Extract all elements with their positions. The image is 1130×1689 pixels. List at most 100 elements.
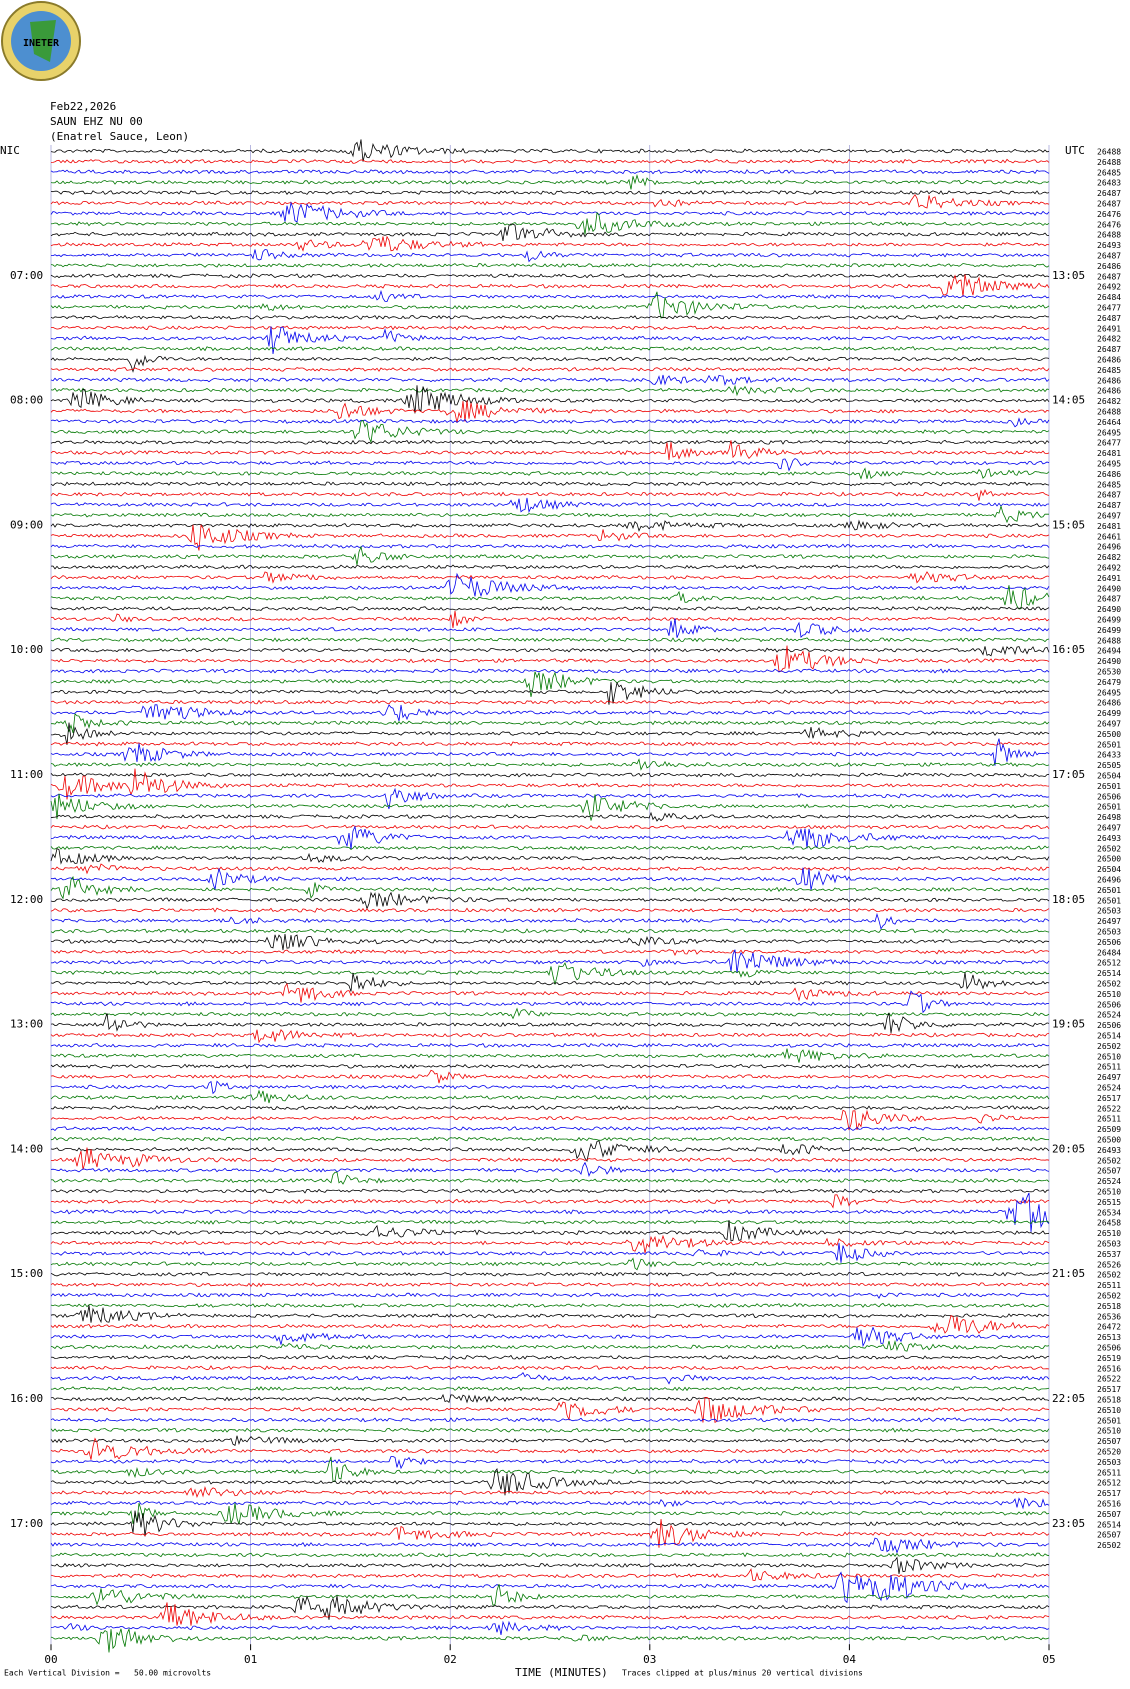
row-number: 26499: [1097, 626, 1121, 635]
right-time-label: 22:05: [1052, 1392, 1085, 1405]
trace: [50, 772, 1050, 778]
row-number: 26488: [1097, 408, 1121, 417]
row-number: 26485: [1097, 366, 1121, 375]
row-number: 26492: [1097, 564, 1121, 573]
row-number: 26518: [1097, 1396, 1121, 1405]
trace: [50, 699, 1050, 705]
trace: [50, 863, 1050, 875]
scale-note: Each Vertical Division = 50.00 microvolt…: [4, 1669, 211, 1678]
row-number: 26487: [1097, 314, 1121, 323]
trace: [50, 1519, 1050, 1548]
site: (Enatrel Sauce, Leon): [50, 130, 189, 143]
trace: [50, 190, 1050, 195]
trace: [50, 1435, 1050, 1447]
row-number: 26484: [1097, 293, 1121, 302]
trace: [50, 845, 1050, 851]
trace: [50, 193, 1050, 209]
row-number: 26504: [1097, 865, 1121, 874]
trace: [50, 1568, 1050, 1582]
trace: [50, 504, 1049, 524]
trace: [50, 867, 1050, 890]
left-time-label: 13:00: [10, 1018, 43, 1031]
trace: [50, 1136, 1050, 1142]
row-number: 26516: [1097, 1364, 1121, 1373]
trace: [50, 481, 1050, 487]
trace: [51, 249, 1050, 263]
trace: [50, 439, 1050, 445]
trace: [50, 523, 1050, 551]
trace: [50, 173, 1050, 190]
trace: [50, 235, 1050, 252]
x-tick-label: 02: [444, 1653, 457, 1666]
trace: [50, 1109, 1050, 1131]
trace: [50, 497, 1050, 514]
row-number: 26506: [1097, 938, 1121, 947]
row-number: 26492: [1097, 283, 1121, 292]
right-time-label: 15:05: [1052, 518, 1085, 531]
x-tick-label: 03: [643, 1653, 656, 1666]
trace: [50, 848, 1050, 865]
row-number: 26516: [1097, 1500, 1121, 1509]
row-number: 26502: [1097, 1271, 1121, 1280]
trace: [50, 738, 1050, 766]
trace: [50, 366, 1050, 372]
trace: [50, 1502, 1050, 1525]
trace: [50, 488, 1050, 501]
row-number: 26506: [1097, 792, 1121, 801]
row-number: 26503: [1097, 907, 1121, 916]
trace: [50, 1219, 1050, 1242]
trace: [50, 1556, 1050, 1574]
trace: [50, 326, 1050, 355]
trace: [50, 1029, 1050, 1044]
trace: [50, 1188, 1050, 1194]
trace: [50, 1042, 1050, 1048]
trace: [50, 928, 1050, 934]
clip-note: Traces clipped at plus/minus 20 vertical…: [622, 1669, 863, 1678]
row-number: 26479: [1097, 678, 1121, 687]
row-number: 26501: [1097, 740, 1121, 749]
trace: [50, 1552, 1050, 1558]
trace: [50, 891, 1050, 910]
trace: [50, 1089, 1050, 1104]
row-number: 26495: [1097, 460, 1121, 469]
row-number: 26476: [1097, 210, 1121, 219]
row-number: 26486: [1097, 356, 1121, 365]
row-number: 26510: [1097, 1052, 1121, 1061]
trace: [50, 645, 1050, 657]
trace: [50, 934, 1050, 951]
row-number: 26504: [1097, 772, 1121, 781]
row-number: 26524: [1097, 1177, 1121, 1186]
x-axis-title: TIME (MINUTES): [515, 1666, 608, 1679]
trace: [50, 440, 1050, 461]
date: Feb22,2026: [50, 100, 116, 113]
trace: [50, 1161, 1050, 1178]
row-number: 26505: [1097, 761, 1121, 770]
right-time-label: 18:05: [1052, 893, 1085, 906]
trace: [50, 1140, 1050, 1162]
left-time-label: 10:00: [10, 643, 43, 656]
trace: [50, 1080, 1050, 1095]
trace: [50, 211, 1050, 235]
trace: [50, 1242, 1050, 1263]
row-number: 26502: [1097, 1156, 1121, 1165]
trace: [50, 824, 1050, 830]
row-number: 26502: [1097, 1042, 1121, 1051]
trace: [50, 1595, 1050, 1620]
row-number: 26512: [1097, 1479, 1121, 1488]
trace: [50, 139, 1050, 162]
row-number: 26486: [1097, 470, 1121, 479]
trace: [50, 741, 1050, 747]
trace: [50, 876, 1050, 900]
trace: [50, 1456, 1050, 1483]
trace: [50, 400, 1050, 423]
row-number: 26526: [1097, 1260, 1121, 1269]
row-number: 26476: [1097, 220, 1121, 229]
row-number: 26537: [1097, 1250, 1121, 1259]
row-number: 26477: [1097, 439, 1121, 448]
row-number: 26487: [1097, 272, 1121, 281]
x-tick-label: 05: [1042, 1653, 1055, 1666]
trace: [50, 1069, 1050, 1084]
trace: [50, 543, 1050, 549]
row-number: 26493: [1097, 834, 1121, 843]
right-zone: UTC: [1065, 144, 1085, 157]
